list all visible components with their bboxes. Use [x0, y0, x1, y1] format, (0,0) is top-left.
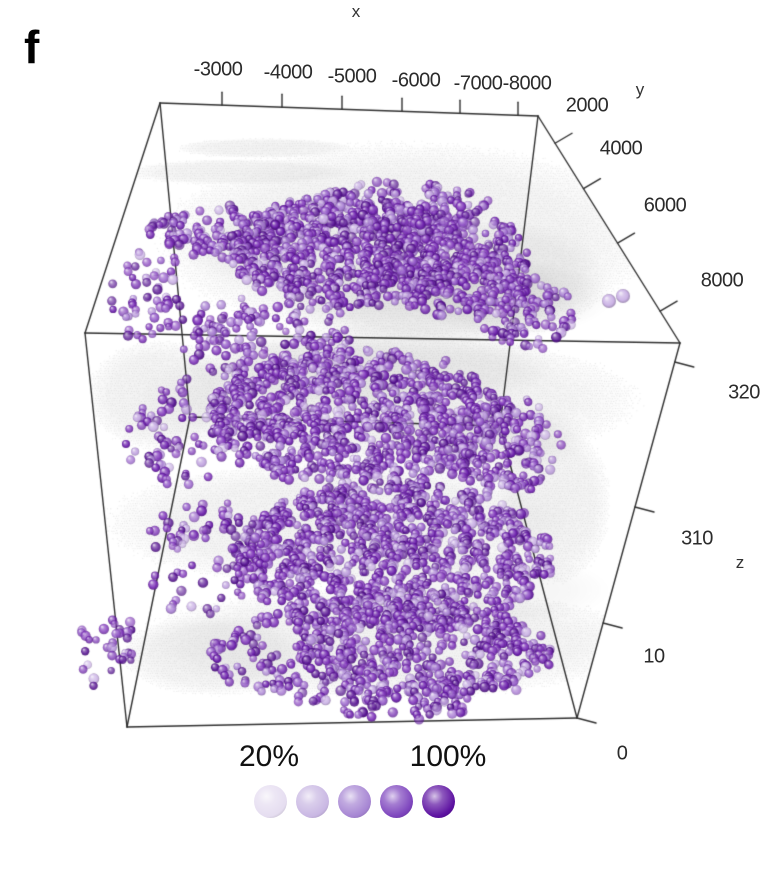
legend-sphere-5: [421, 784, 455, 818]
y-tick-label: 4000: [599, 137, 643, 160]
z-tick-label: 0: [616, 742, 628, 765]
legend-max-label: 100%: [409, 740, 487, 773]
legend-sphere-1: [253, 784, 287, 818]
legend-sphere-2: [295, 784, 329, 818]
z-tick-label: 310: [681, 527, 713, 550]
z-tick-label: 10: [643, 645, 665, 668]
panel-label: f: [24, 21, 40, 73]
x-tick-label: -5000: [327, 65, 377, 88]
y-tick-label: 6000: [643, 194, 687, 217]
x-tick-label: -4000: [263, 61, 313, 84]
z-axis-title: z: [735, 553, 745, 572]
x-tick-label: -3000: [193, 58, 243, 81]
x-tick-label: -8000: [502, 72, 552, 95]
x-axis-title: x: [351, 2, 361, 21]
legend-min-label: 20%: [238, 740, 300, 773]
y-tick-label: 8000: [700, 269, 744, 292]
y-axis-title: y: [635, 80, 645, 99]
legend-sphere-3: [337, 784, 371, 818]
y-tick-label: 2000: [565, 94, 609, 117]
z-tick-label: 320: [728, 381, 760, 404]
legend-sphere-4: [379, 784, 413, 818]
x-tick-label: -6000: [391, 69, 441, 92]
x-tick-label: -7000: [453, 72, 503, 95]
